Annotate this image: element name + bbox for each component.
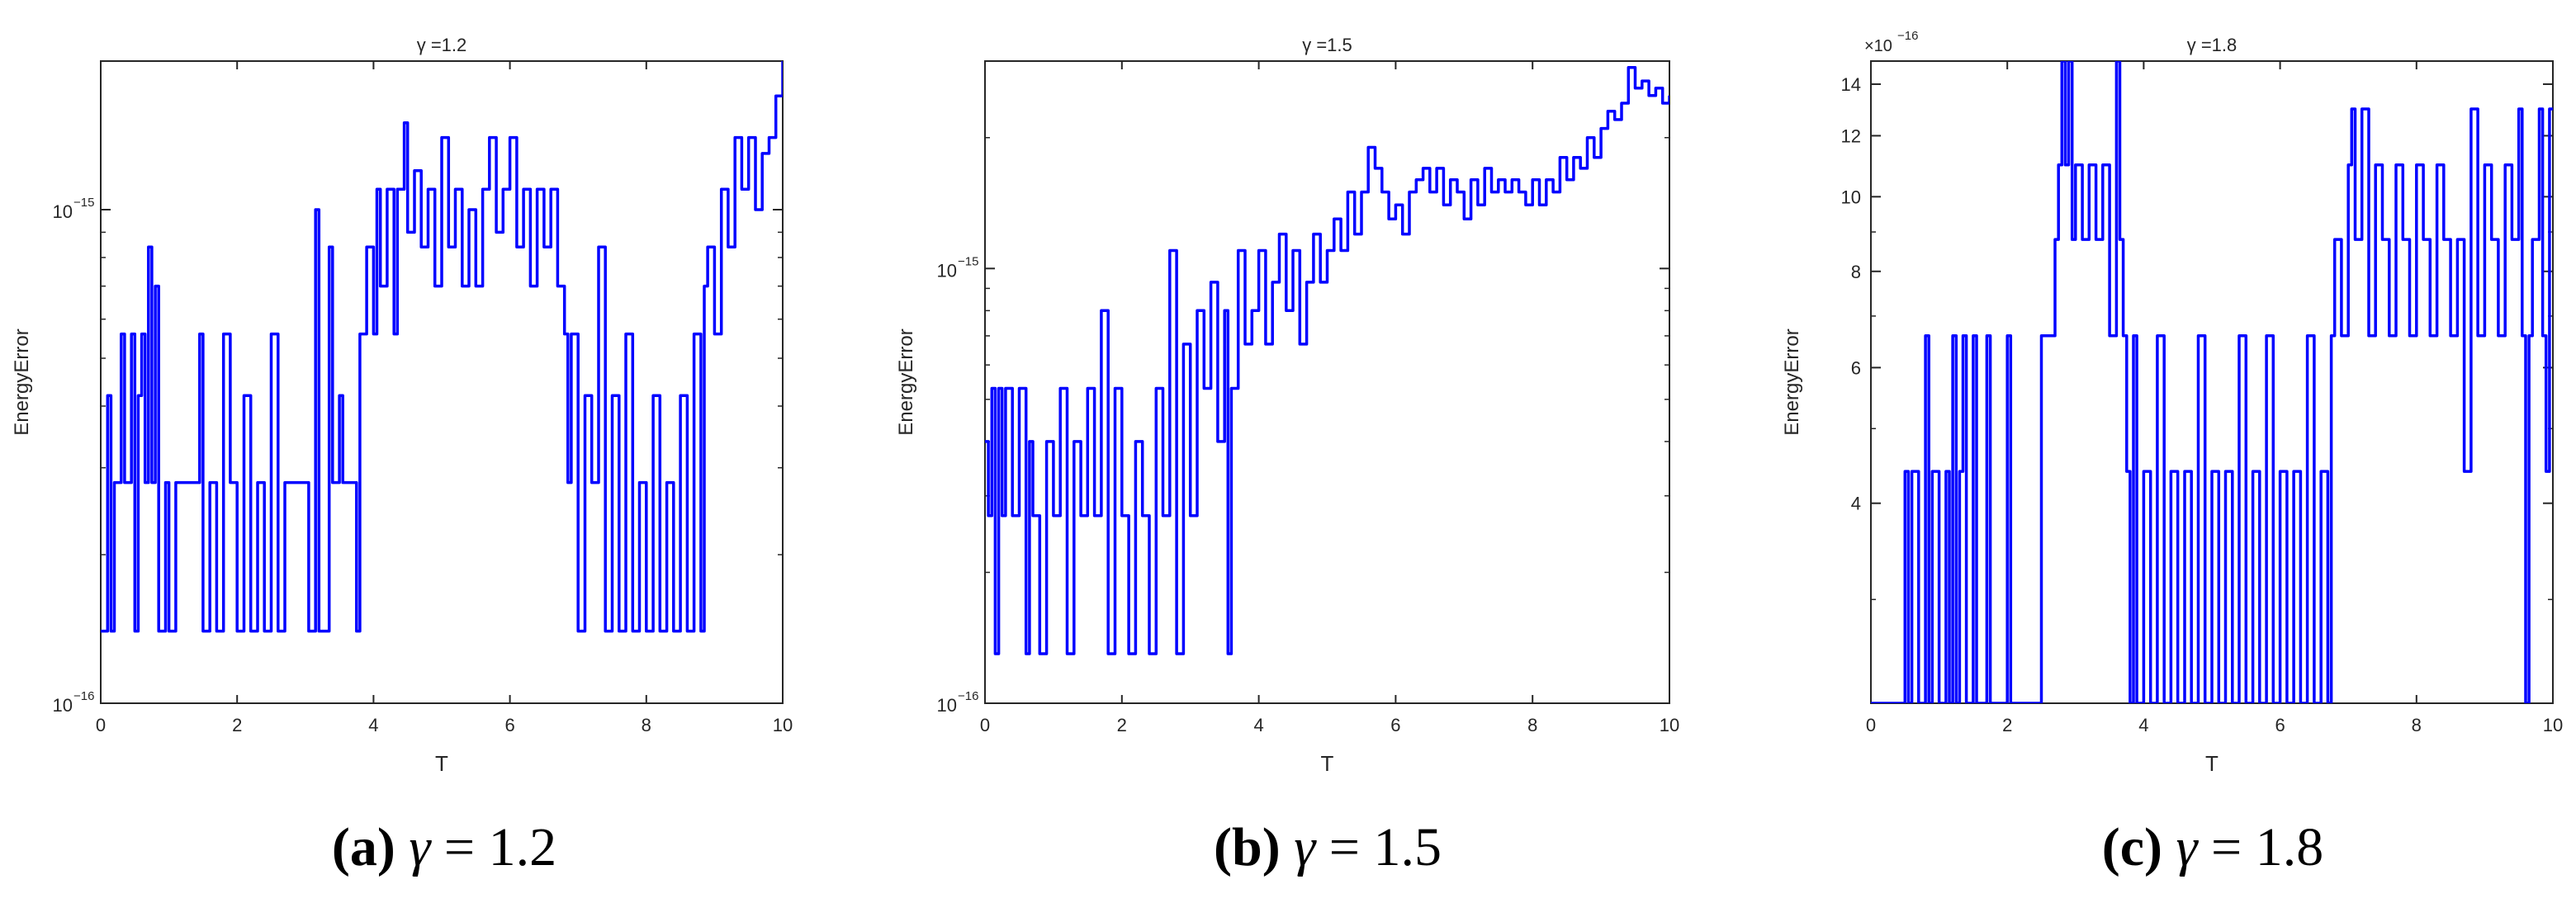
y-tick-label: 4 (1851, 494, 1861, 514)
chart-title: γ =1.5 (1302, 35, 1352, 55)
x-tick-label: 4 (2138, 715, 2148, 735)
caption-symbol: γ (1294, 817, 1317, 877)
x-tick-label: 8 (2412, 715, 2422, 735)
x-axis-label: T (435, 751, 448, 776)
x-tick-label: 0 (96, 715, 106, 735)
x-tick-label: 10 (773, 715, 793, 735)
x-tick-label: 0 (1866, 715, 1876, 735)
x-tick-label: 6 (1390, 715, 1400, 735)
caption-symbol: γ (409, 817, 432, 877)
x-tick-label: 2 (2002, 715, 2012, 735)
chart-panel-3: 0 2 4 6 8 10 4 6 8 10 12 14 ×10 −16 γ =1.8 T EnergyError… (1781, 29, 2563, 877)
y-tick-label: 14 (1841, 74, 1861, 95)
caption-symbol: γ (2176, 817, 2200, 877)
x-tick-label: 2 (1117, 715, 1127, 735)
y-tick-label: 10 (53, 695, 73, 716)
panel-caption: (a) γ = 1.2 (332, 817, 556, 877)
x-axis-label: T (1321, 751, 1334, 776)
x-tick-label: 4 (368, 715, 378, 735)
y-axis-label: EnergyError (1781, 329, 1803, 435)
series-line (1871, 61, 2553, 703)
y-tick-label: 6 (1851, 357, 1861, 378)
x-tick-label: 8 (642, 715, 651, 735)
x-tick-label: 10 (1660, 715, 1679, 735)
y-tick-label: 10 (937, 695, 957, 716)
caption-value: = 1.8 (2198, 817, 2324, 877)
series-line (101, 61, 783, 633)
x-tick-label: 6 (504, 715, 514, 735)
x-tick-label: 8 (1527, 715, 1537, 735)
x-tick-label: 0 (980, 715, 990, 735)
x-tick-label: 2 (232, 715, 242, 735)
y-tick-exponent: −15 (73, 196, 94, 210)
caption-letter: (b) (1214, 817, 1281, 877)
caption-value: = 1.2 (430, 817, 556, 877)
caption-value: = 1.5 (1315, 817, 1442, 877)
caption-letter: (c) (2102, 817, 2162, 877)
plot-frame (984, 60, 1670, 704)
x-tick-label: 10 (2543, 715, 2563, 735)
y-axis-label: EnergyError (895, 329, 917, 435)
chart-title: γ =1.2 (417, 35, 467, 55)
y-multiplier-exponent: −16 (1897, 29, 1918, 43)
y-tick-exponent: −16 (73, 689, 94, 703)
caption-letter: (a) (332, 817, 395, 877)
y-multiplier: ×10 (1864, 37, 1892, 55)
caption-space (2162, 817, 2176, 877)
y-axis-label: EnergyError (11, 329, 33, 435)
series-line (985, 66, 1669, 655)
y-tick-exponent: −15 (958, 254, 978, 268)
y-tick-label: 10 (53, 201, 73, 222)
panel-caption: (c) γ = 1.8 (2102, 817, 2324, 877)
chart-title: γ =1.8 (2187, 35, 2237, 55)
x-tick-label: 6 (2275, 715, 2285, 735)
x-tick-label: 4 (1253, 715, 1263, 735)
caption-space (395, 817, 410, 877)
y-tick-label: 10 (937, 260, 957, 281)
panel-caption: (b) γ = 1.5 (1214, 817, 1442, 877)
y-tick-label: 10 (1841, 187, 1861, 207)
caption-space (1281, 817, 1295, 877)
x-axis-label: T (2205, 751, 2218, 776)
y-tick-label: 12 (1841, 125, 1861, 146)
y-tick-label: 8 (1851, 262, 1861, 282)
y-tick-exponent: −16 (958, 689, 978, 703)
